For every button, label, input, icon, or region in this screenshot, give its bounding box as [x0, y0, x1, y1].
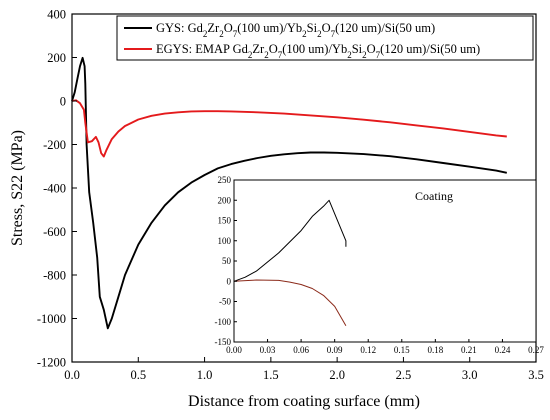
inset-x-tick-label: 0.06	[293, 345, 309, 355]
inset-title: Coating	[415, 189, 453, 203]
legend-box	[116, 15, 534, 61]
legend-text-part: O	[269, 42, 278, 56]
main-x-tick-label: 1.5	[263, 368, 279, 382]
main-line-egys	[71, 99, 507, 158]
main-y-tick-label: -800	[43, 269, 66, 283]
legend-text-part: GYS: Gd	[156, 21, 204, 35]
main-y-tick-label: -600	[43, 225, 66, 239]
main-series-layer	[71, 56, 507, 330]
inset-background	[234, 180, 536, 342]
inset-x-tick-label: 0.03	[260, 345, 276, 355]
legend-text-part: O	[224, 21, 233, 35]
inset-y-tick-label: 150	[218, 216, 232, 226]
inset-x-tick-label: 0.15	[394, 345, 410, 355]
legend: GYS: Gd2Zr2O7(100 um)/Yb2Si2O7(120 um)/S…	[116, 15, 534, 61]
inset-x-tick-label: 0.00	[226, 345, 242, 355]
inset-series-layer	[233, 199, 347, 327]
main-x-tick-label: 3.5	[528, 368, 544, 382]
inset-y-tick-label: 0	[227, 276, 232, 286]
inset-y-tick-label: 100	[218, 236, 232, 246]
inset-y-tick-label: 200	[218, 195, 232, 205]
inset-x-tick-label: 0.24	[495, 345, 511, 355]
legend-text-part: O	[367, 42, 376, 56]
inset-x-tick-label: 0.12	[360, 345, 376, 355]
legend-text-part: (100 um)/Yb	[237, 21, 302, 35]
legend-text-part: Si	[307, 21, 318, 35]
main-x-tick-label: 3.0	[462, 368, 478, 382]
legend-text-part: (100 um)/Yb	[282, 42, 347, 56]
legend-text-part: 2	[248, 50, 253, 60]
legend-text-part: 7	[278, 50, 283, 60]
legend-text-part: 2	[362, 50, 367, 60]
legend-text-part: 2	[203, 29, 208, 39]
inset-line-series-1	[233, 279, 347, 327]
main-y-tick-label: -1000	[37, 312, 66, 326]
main-y-tick-label: -200	[43, 138, 66, 152]
inset-chart: 0.00 0.03 0.06 0.09 0.12 0.15 0.18 0.21 0.24 0.27…	[215, 175, 545, 355]
inset-y-tick-label: -50	[219, 297, 231, 307]
inset-y-tick-label: -100	[215, 317, 232, 327]
main-x-tick-label: 2.0	[329, 368, 345, 382]
legend-text-part: Si	[352, 42, 363, 56]
inset-x-tick-label: 0.27	[528, 345, 544, 355]
main-axis-ticks: 0.0 0.5 1.0 1.5 2.0 2.5 3.0 3.5-1200-1000-800-6…	[37, 8, 544, 383]
inset-x-tick-label: 0.21	[461, 345, 477, 355]
inset-y-tick-label: 50	[222, 256, 232, 266]
inset-axis-ticks: 0.00 0.03 0.06 0.09 0.12 0.15 0.18 0.21 0.24 0.27…	[215, 175, 545, 355]
main-y-tick-label: 0	[60, 95, 66, 109]
legend-text-part: 2	[347, 50, 352, 60]
legend-text-part: 2	[264, 50, 269, 60]
legend-text-part: 2	[219, 29, 224, 39]
main-y-tick-label: 400	[47, 8, 66, 22]
y-axis-title: Stress, S22 (MPa)	[9, 130, 26, 246]
legend-label-egys: EGYS: EMAP Gd2Zr2O7(100 um)/Yb2Si2O7(120…	[156, 42, 480, 60]
legend-text-part: (120 um)/Si(50 um)	[335, 21, 435, 35]
main-x-tick-label: 0.0	[64, 368, 80, 382]
legend-text-part: Zr	[252, 42, 265, 56]
legend-text-part: 7	[376, 50, 381, 60]
inset-line-series-0	[233, 199, 347, 282]
legend-text-part: 7	[331, 29, 336, 39]
main-x-tick-label: 1.0	[197, 368, 213, 382]
inset-x-tick-label: 0.18	[427, 345, 443, 355]
main-x-tick-label: 2.5	[396, 368, 412, 382]
legend-label-gys: GYS: Gd2Zr2O7(100 um)/Yb2Si2O7(120 um)/S…	[156, 21, 435, 39]
legend-text-part: Zr	[207, 21, 220, 35]
legend-text-part: EGYS: EMAP Gd	[156, 42, 249, 56]
legend-text-part: 7	[233, 29, 238, 39]
inset-y-tick-label: -150	[215, 337, 232, 347]
main-line-gys	[71, 56, 507, 330]
legend-text-part: 2	[302, 29, 307, 39]
main-y-tick-label: 200	[47, 51, 66, 65]
main-y-tick-label: -1200	[37, 356, 66, 370]
inset-x-tick-label: 0.09	[327, 345, 343, 355]
inset-y-tick-label: 250	[218, 175, 232, 185]
main-y-tick-label: -400	[43, 182, 66, 196]
legend-text-part: O	[322, 21, 331, 35]
legend-text-part: 2	[317, 29, 322, 39]
x-axis-title: Distance from coating surface (mm)	[188, 393, 420, 410]
legend-text-part: (120 um)/Si(50 um)	[380, 42, 480, 56]
main-x-tick-label: 0.5	[130, 368, 146, 382]
